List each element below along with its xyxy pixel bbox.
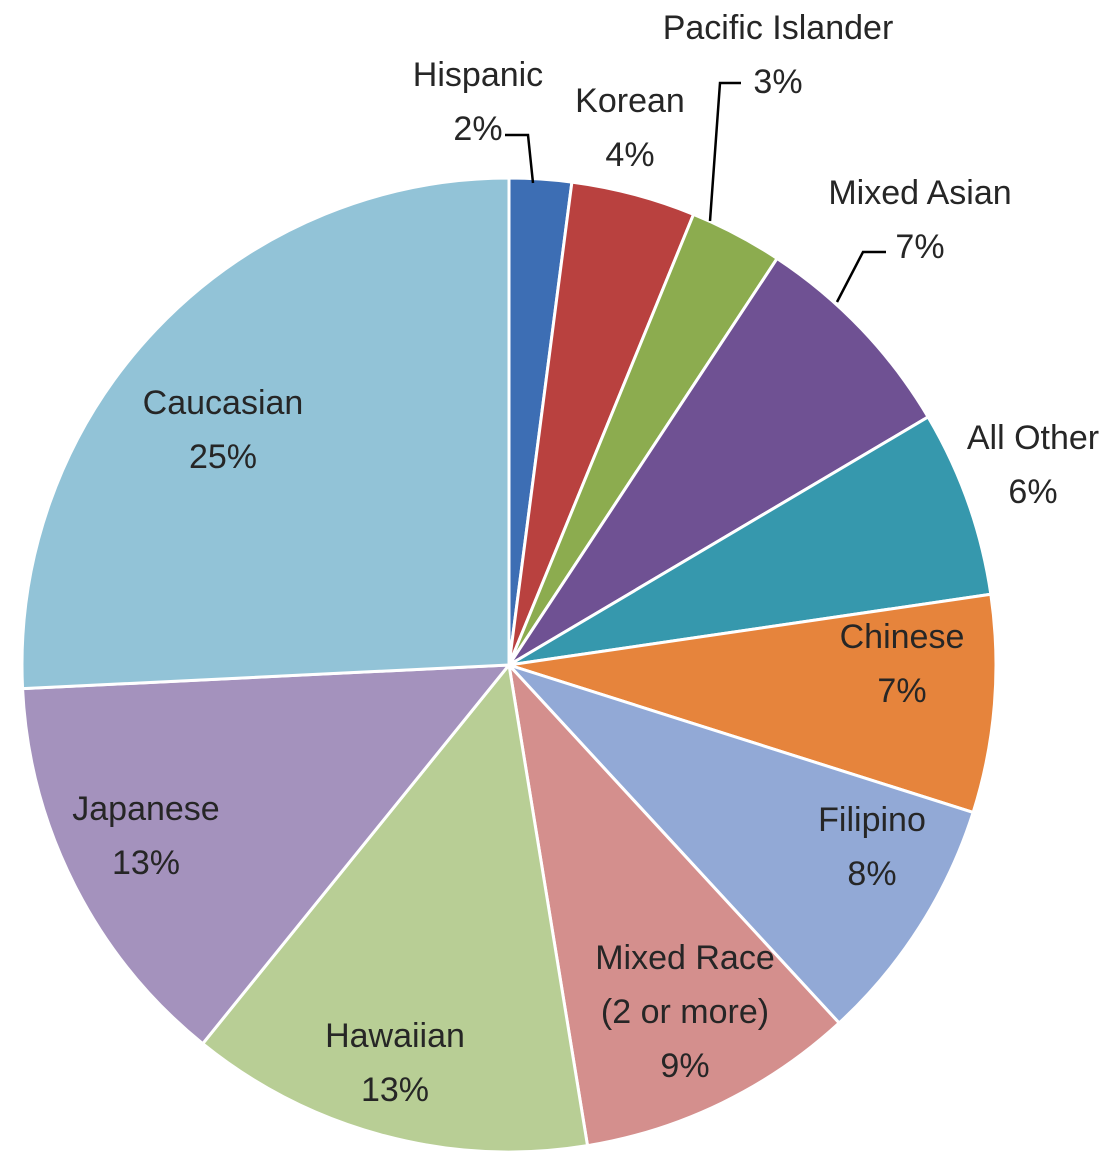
data-label-caucasian: Caucasian 25% [143,384,304,476]
slice-category-label: Pacific Islander [663,9,894,47]
data-label-mixed-asian: Mixed Asian 7% [828,174,1011,266]
slice-percent-label: 25% [189,438,257,476]
slice-category-label: All Other [967,419,1099,457]
pie-slice-mixed-race-2-or-more [507,663,841,1148]
slices-layer [20,176,998,1154]
pie-slice-caucasian [20,176,511,691]
slice-category-label: Mixed Race [595,939,775,977]
slice-category-label: Mixed Asian [828,174,1011,212]
leader-line-mixed-asian [835,250,886,303]
pie-slice-filipino [507,663,975,1025]
pie-slice-chinese [507,592,998,814]
slice-percent-label: 6% [1008,473,1057,511]
slice-percent-label: 3% [753,63,802,101]
data-label-filipino: Filipino 8% [818,801,926,893]
slice-category-label: Caucasian [143,384,304,422]
slice-category-label: Filipino [818,801,926,839]
slice-category-label: (2 or more) [601,993,769,1031]
data-label-japanese: Japanese 13% [72,790,219,882]
slice-percent-label: 7% [877,672,926,710]
pie-slice-hawaiian [201,663,590,1154]
slice-percent-label: 9% [660,1047,709,1085]
slice-percent-label: 8% [847,855,896,893]
slice-percent-label: 4% [605,136,654,174]
leader-line-pacific-islander [708,81,741,222]
pie-slice-all-other [507,415,993,667]
slice-category-label: Hawaiian [325,1017,465,1055]
data-label-hispanic: Hispanic 2% [413,56,543,148]
slice-category-label: Korean [575,82,685,120]
data-label-mixed-race-2-or-more: Mixed Race (2 or more) 9% [595,939,775,1085]
slice-category-label: Hispanic [413,56,543,94]
data-label-all-other: All Other 6% [967,419,1099,511]
slice-category-label: Chinese [840,618,965,656]
slice-percent-label: 13% [361,1071,429,1109]
pie-slice-japanese [21,663,511,1046]
slice-percent-label: 7% [895,228,944,266]
data-label-hawaiian: Hawaiian 13% [325,1017,465,1109]
data-label-korean: Korean 4% [575,82,685,174]
data-label-pacific-islander: Pacific Islander 3% [663,9,894,101]
leader-lines-layer [505,81,886,303]
slice-category-label: Japanese [72,790,219,828]
data-labels-layer: Hispanic 2% Korean 4% Pacific Islander 3% Mixe… [72,9,1099,1109]
leader-line-hispanic [505,133,535,184]
slice-percent-label: 13% [112,844,180,882]
slice-percent-label: 2% [453,110,502,148]
pie-slice-mixed-asian [507,256,930,667]
data-label-chinese: Chinese 7% [840,618,965,710]
